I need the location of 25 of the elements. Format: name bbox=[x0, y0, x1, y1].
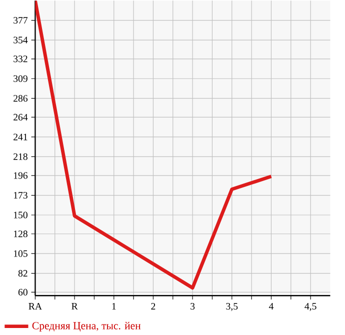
y-tick-label: 196 bbox=[14, 172, 28, 180]
y-tick-label: 128 bbox=[14, 230, 28, 238]
y-tick-label: 105 bbox=[14, 250, 28, 258]
y-tick-label: 82 bbox=[18, 270, 28, 277]
y-tick-label: 286 bbox=[14, 95, 28, 102]
x-tick-label: RA bbox=[28, 303, 42, 310]
y-tick-label: 309 bbox=[14, 76, 28, 82]
y-tick-label: 377 bbox=[14, 17, 28, 24]
x-tick-label: 4 bbox=[268, 303, 274, 310]
x-tick-label: 3,5 bbox=[226, 303, 238, 312]
x-tick-label: 1 bbox=[112, 303, 116, 310]
y-tick-label: 354 bbox=[14, 36, 28, 44]
y-tick-label: 264 bbox=[14, 114, 28, 121]
y-tick-label: 218 bbox=[14, 154, 28, 160]
y-tick-label: 150 bbox=[14, 212, 28, 218]
y-tick-label: 332 bbox=[14, 56, 28, 62]
x-tick-label: 4,5 bbox=[304, 303, 316, 312]
y-tick-label: 241 bbox=[14, 134, 28, 140]
legend-label: Средняя Цена, тыс. йен bbox=[32, 322, 141, 332]
line-series bbox=[35, 0, 273, 290]
y-tick-label: 60 bbox=[18, 289, 28, 296]
x-tick-label: 3 bbox=[190, 303, 195, 310]
x-tick-label: R bbox=[72, 303, 78, 310]
x-tick-label: 2 bbox=[151, 303, 156, 310]
y-tick-label: 173 bbox=[14, 192, 28, 199]
